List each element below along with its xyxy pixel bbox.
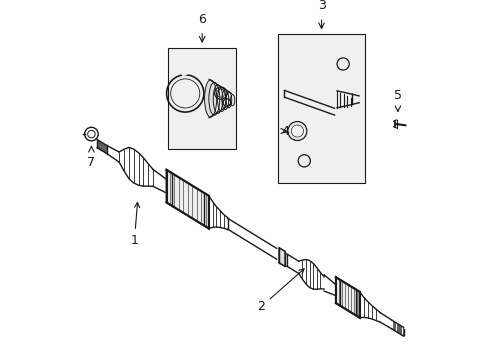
Text: 7: 7 xyxy=(87,156,95,169)
Text: 2: 2 xyxy=(257,269,304,313)
Polygon shape xyxy=(335,277,359,318)
Bar xyxy=(278,34,364,183)
Polygon shape xyxy=(279,248,285,266)
Text: 1: 1 xyxy=(130,202,139,247)
Text: 5: 5 xyxy=(393,89,401,102)
Polygon shape xyxy=(166,170,208,229)
Ellipse shape xyxy=(204,80,216,117)
Bar xyxy=(168,48,236,149)
Text: 4: 4 xyxy=(281,125,288,138)
Text: 6: 6 xyxy=(198,13,205,26)
Text: 3: 3 xyxy=(317,0,325,12)
